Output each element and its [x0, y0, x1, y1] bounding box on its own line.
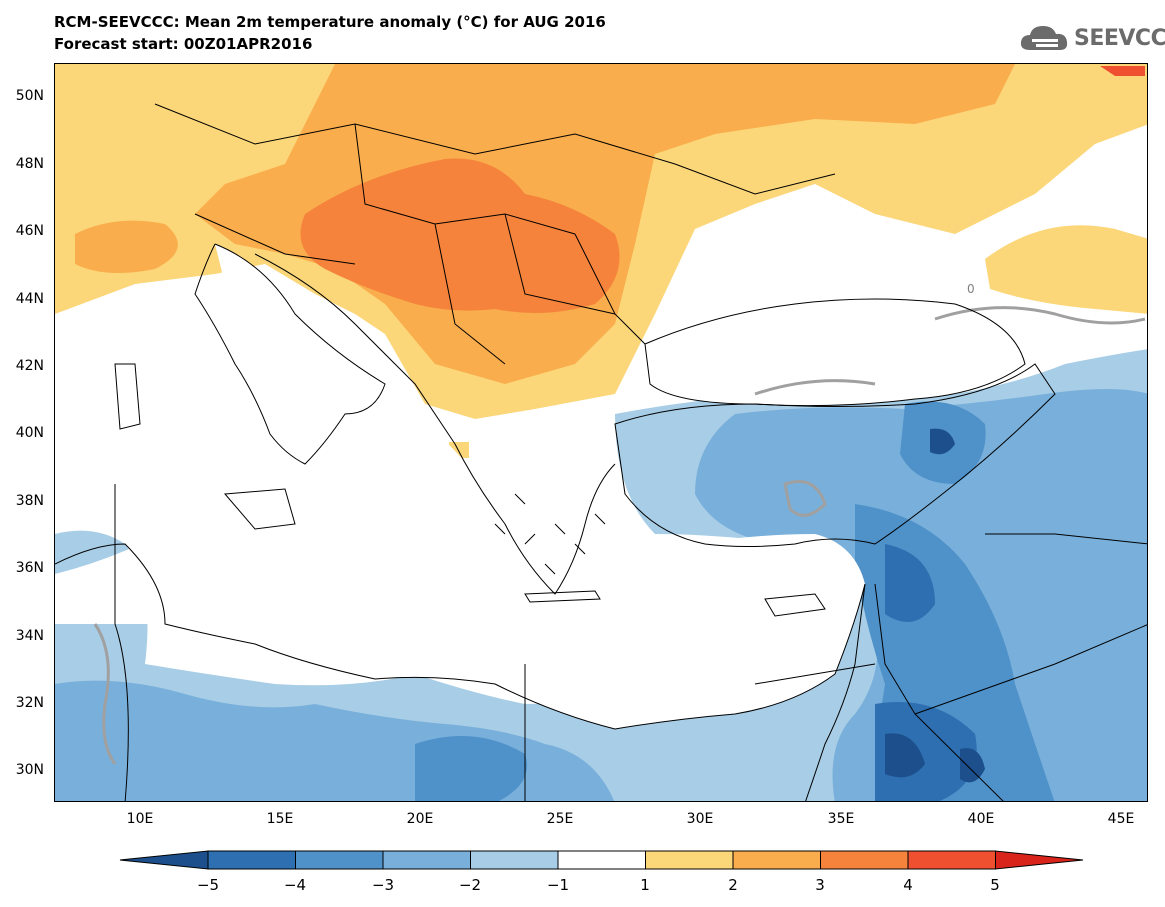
anomaly-map: 0: [54, 63, 1148, 802]
colorbar-label: −3: [371, 876, 395, 894]
colorbar-label: 5: [990, 876, 1000, 894]
coastline-black-sea: [644, 298, 1026, 407]
coastline-aegean-islands: [494, 493, 606, 575]
cloud-logo-icon: [1020, 26, 1068, 50]
italy-land-white: [215, 244, 385, 424]
warm-area-level2-west: [75, 220, 178, 273]
colorbar-bin: [645, 850, 734, 870]
colorbar-label: −5: [196, 876, 220, 894]
zero-contour-label: 0: [967, 282, 975, 296]
lat-label: 40N: [15, 425, 44, 441]
colorbar-label: 1: [640, 876, 650, 894]
cool-area-level5: [885, 733, 925, 778]
colorbar-bin: [732, 850, 821, 870]
coastline-levant: [805, 583, 866, 801]
colorbar-bin: [470, 850, 559, 870]
colorbar-label: 4: [903, 876, 913, 894]
colorbar-label: 2: [728, 876, 738, 894]
lon-label: 30E: [686, 811, 714, 827]
coastline-crete: [524, 590, 601, 603]
colorbar-bin: [820, 850, 909, 870]
black-sea: [645, 299, 1025, 406]
lon-label: 45E: [1107, 811, 1135, 827]
lat-label: 34N: [15, 628, 44, 644]
coastline-sardinia: [114, 363, 141, 430]
zero-contour-b: [754, 379, 876, 396]
lon-label: 20E: [406, 811, 434, 827]
forecast-start-label: Forecast start: 00Z01APR2016: [54, 35, 313, 53]
cool-area-level5-b: [960, 748, 985, 783]
lon-label: 25E: [546, 811, 574, 827]
mediterranean-sea: [55, 379, 865, 729]
colorbar-arrow-high: [995, 850, 1084, 870]
lat-label: 46N: [15, 223, 44, 239]
warm-spot-level4: [1100, 66, 1145, 76]
colorbar-label: −4: [283, 876, 307, 894]
cool-area-level3-libya: [415, 736, 527, 801]
coastline-cyprus: [764, 593, 826, 617]
lat-label: 42N: [15, 358, 44, 374]
colorbar-bin: [907, 850, 996, 870]
zero-contour: [934, 306, 1146, 325]
lat-label: 44N: [15, 291, 44, 307]
lat-label: 36N: [15, 560, 44, 576]
lon-label: 40E: [967, 811, 995, 827]
colorbar-bin: [382, 850, 471, 870]
lon-label: 35E: [827, 811, 855, 827]
coastline-sicily: [223, 488, 296, 530]
lat-label: 38N: [15, 493, 44, 509]
colorbar-label: 3: [815, 876, 825, 894]
lon-label: 15E: [266, 811, 294, 827]
colorbar-bin: [295, 850, 384, 870]
colorbar-bin: [557, 850, 646, 870]
warm-area-level1-east: [985, 225, 1147, 314]
lat-label: 48N: [15, 156, 44, 172]
lon-label: 10E: [126, 811, 154, 827]
coastline-italy: [194, 243, 386, 465]
colorbar-bin: [207, 850, 296, 870]
lat-label: 30N: [15, 762, 44, 778]
border-lines: [114, 103, 1147, 801]
seevccc-logo: SEEVCCC: [1018, 20, 1165, 56]
colorbar-label: −2: [458, 876, 482, 894]
logo-text: SEEVCCC: [1074, 26, 1165, 51]
cool-area-level4: [885, 544, 935, 622]
lat-label: 32N: [15, 695, 44, 711]
colorbar-arrow-low: [119, 850, 209, 870]
coastline-north-africa: [55, 543, 866, 730]
lat-label: 50N: [15, 88, 44, 104]
coastline-balkans: [254, 253, 616, 595]
warm-area-level3: [300, 158, 620, 313]
zero-contour-c: [93, 623, 117, 765]
warm-area-level2: [195, 64, 1015, 384]
map-canvas: 0: [55, 64, 1147, 801]
map-title: RCM-SEEVCCC: Mean 2m temperature anomaly…: [54, 13, 606, 31]
colorbar-label: −1: [546, 876, 570, 894]
cool-area-level5-c: [930, 428, 955, 455]
zero-contour-d: [783, 480, 827, 517]
